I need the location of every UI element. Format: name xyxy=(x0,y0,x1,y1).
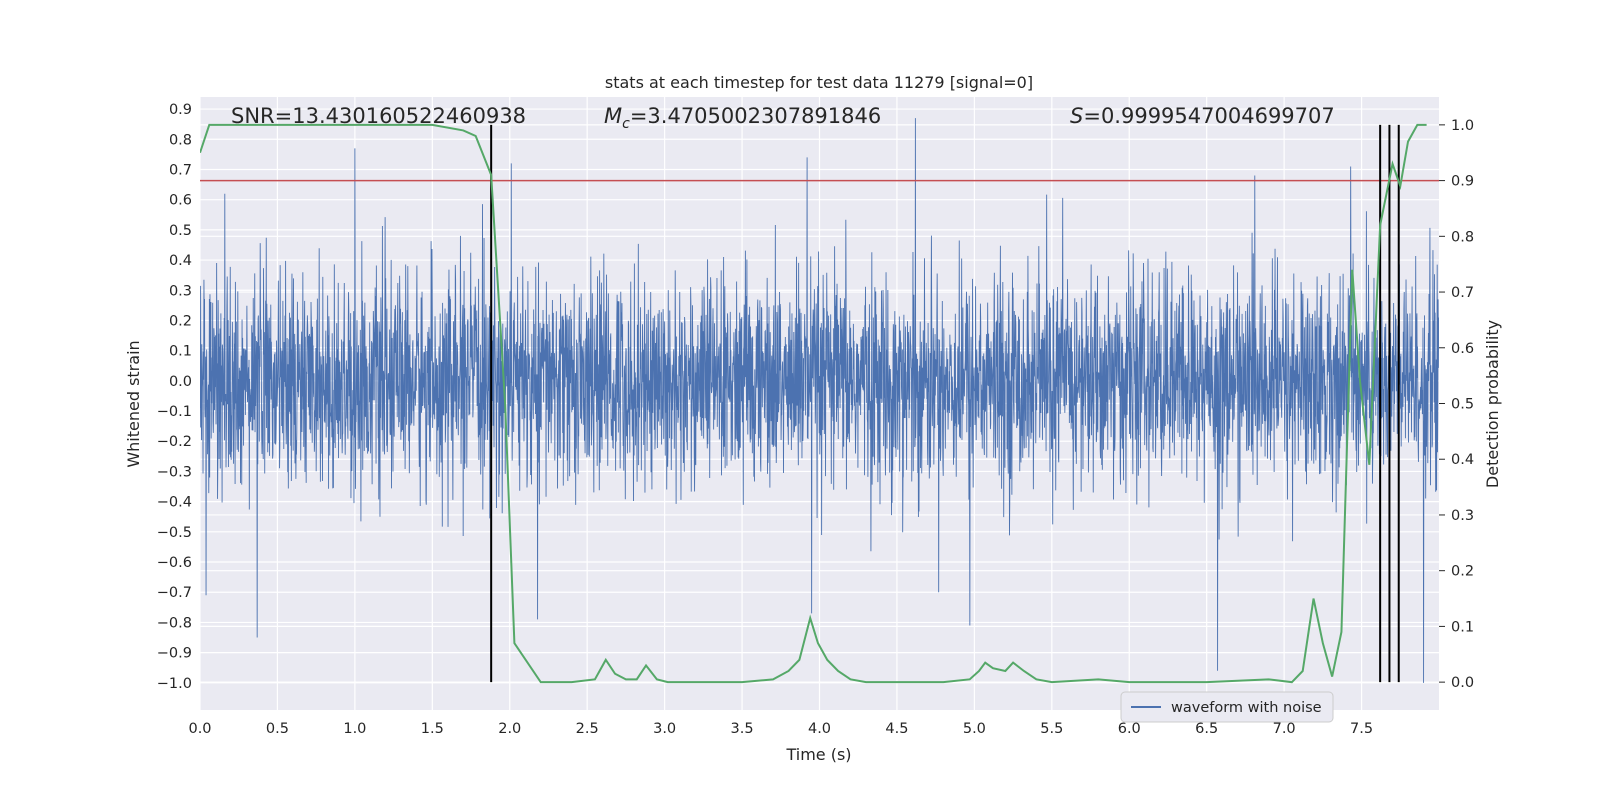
y-tick-label: 0.1 xyxy=(169,344,192,360)
y-tick-label: −0.8 xyxy=(157,615,192,631)
chirp-mass-value: =3.4705002307891846 xyxy=(630,104,881,128)
vertical-markers xyxy=(490,124,1400,683)
y-tick-label: −1.0 xyxy=(157,676,192,692)
y-tick-label: −0.3 xyxy=(157,464,192,480)
y-tick-label: −0.1 xyxy=(157,404,192,420)
x-tick-label: 5.0 xyxy=(963,721,986,737)
x-tick-label: 3.5 xyxy=(731,721,754,737)
x-tick-labels: 0.0 0.5 1.0 1.5 2.0 2.5 3.0 3.5 4.0 4.5 5.0 5.5 6.0 6… xyxy=(188,721,1373,737)
y-tick-label: 0.9 xyxy=(169,102,192,118)
probability-series xyxy=(200,123,1427,684)
x-axis-label: Time (s) xyxy=(785,745,851,764)
y2-tick-label: 0.8 xyxy=(1451,229,1474,245)
score-symbol: S xyxy=(1070,104,1083,128)
y2-tick-label: 0.2 xyxy=(1451,564,1474,580)
legend-label: waveform with noise xyxy=(1171,700,1322,716)
y-tick-label: 0.2 xyxy=(169,313,192,329)
y-tick-labels: 0.9 0.8 0.7 0.6 0.5 0.4 0.3 0.2 0.1 0.0 −0.1 −0.2 −0… xyxy=(157,102,192,692)
y-tick-label: 0.5 xyxy=(169,223,192,239)
legend: waveform with noise xyxy=(1120,691,1334,723)
y-tick-label: −0.4 xyxy=(157,495,192,511)
x-tick-label: 0.0 xyxy=(188,721,211,737)
y2-tick-labels: 1.0 0.9 0.8 0.7 0.6 0.5 0.4 0.3 0.2 0.1 0.0 xyxy=(1439,118,1474,691)
x-tick-label: 6.0 xyxy=(1118,721,1141,737)
x-tick-label: 7.5 xyxy=(1350,721,1373,737)
y2-tick-label: 1.0 xyxy=(1451,118,1474,134)
y2-tick-label: 0.0 xyxy=(1451,675,1474,691)
x-tick-label: 6.5 xyxy=(1195,721,1218,737)
y2-tick-label: 0.6 xyxy=(1451,341,1474,357)
y-tick-label: 0.0 xyxy=(169,374,192,390)
chirp-mass-subscript: c xyxy=(622,116,630,132)
chart-title: stats at each timestep for test data 112… xyxy=(605,73,1033,92)
y-tick-label: −0.5 xyxy=(157,525,192,541)
y-tick-label: −0.7 xyxy=(157,585,192,601)
y-axis-label: Whitened strain xyxy=(124,340,143,467)
y-tick-label: 0.8 xyxy=(169,132,192,148)
x-tick-label: 5.5 xyxy=(1040,721,1063,737)
y2-tick-label: 0.7 xyxy=(1451,285,1474,301)
y2-tick-label: 0.4 xyxy=(1451,452,1474,468)
x-tick-label: 7.0 xyxy=(1273,721,1296,737)
legend-box xyxy=(1120,691,1334,723)
score-value: =0.9999547004699707 xyxy=(1083,104,1334,128)
y-tick-label: −0.2 xyxy=(157,434,192,450)
x-tick-label: 1.0 xyxy=(343,721,366,737)
x-tick-label: 4.0 xyxy=(808,721,831,737)
x-tick-label: 2.0 xyxy=(498,721,521,737)
snr-annotation: SNR=13.430160522460938 xyxy=(231,104,526,128)
y2-tick-label: 0.3 xyxy=(1451,508,1474,524)
y2-tick-label: 0.5 xyxy=(1451,397,1474,413)
y2-tick-label: 0.9 xyxy=(1451,174,1474,190)
x-tick-label: 3.0 xyxy=(653,721,676,737)
x-tick-label: 4.5 xyxy=(885,721,908,737)
waveform-series xyxy=(200,118,1439,683)
score-annotation: S=0.9999547004699707 xyxy=(1070,104,1335,128)
y-tick-label: 0.6 xyxy=(169,193,192,209)
y-tick-label: 0.4 xyxy=(169,253,192,269)
y-tick-label: −0.9 xyxy=(157,646,192,662)
y-tick-label: 0.3 xyxy=(169,283,192,299)
chirp-mass-annotation: Mc=3.4705002307891846 xyxy=(604,104,881,132)
x-tick-label: 1.5 xyxy=(421,721,444,737)
y-tick-label: −0.6 xyxy=(157,555,192,571)
x-tick-label: 0.5 xyxy=(266,721,289,737)
y-tick-label: 0.7 xyxy=(169,162,192,178)
chirp-mass-symbol: M xyxy=(604,104,622,128)
y2-tick-label: 0.1 xyxy=(1451,619,1474,635)
y2-axis-label: Detection probability xyxy=(1483,320,1502,488)
x-tick-label: 2.5 xyxy=(576,721,599,737)
